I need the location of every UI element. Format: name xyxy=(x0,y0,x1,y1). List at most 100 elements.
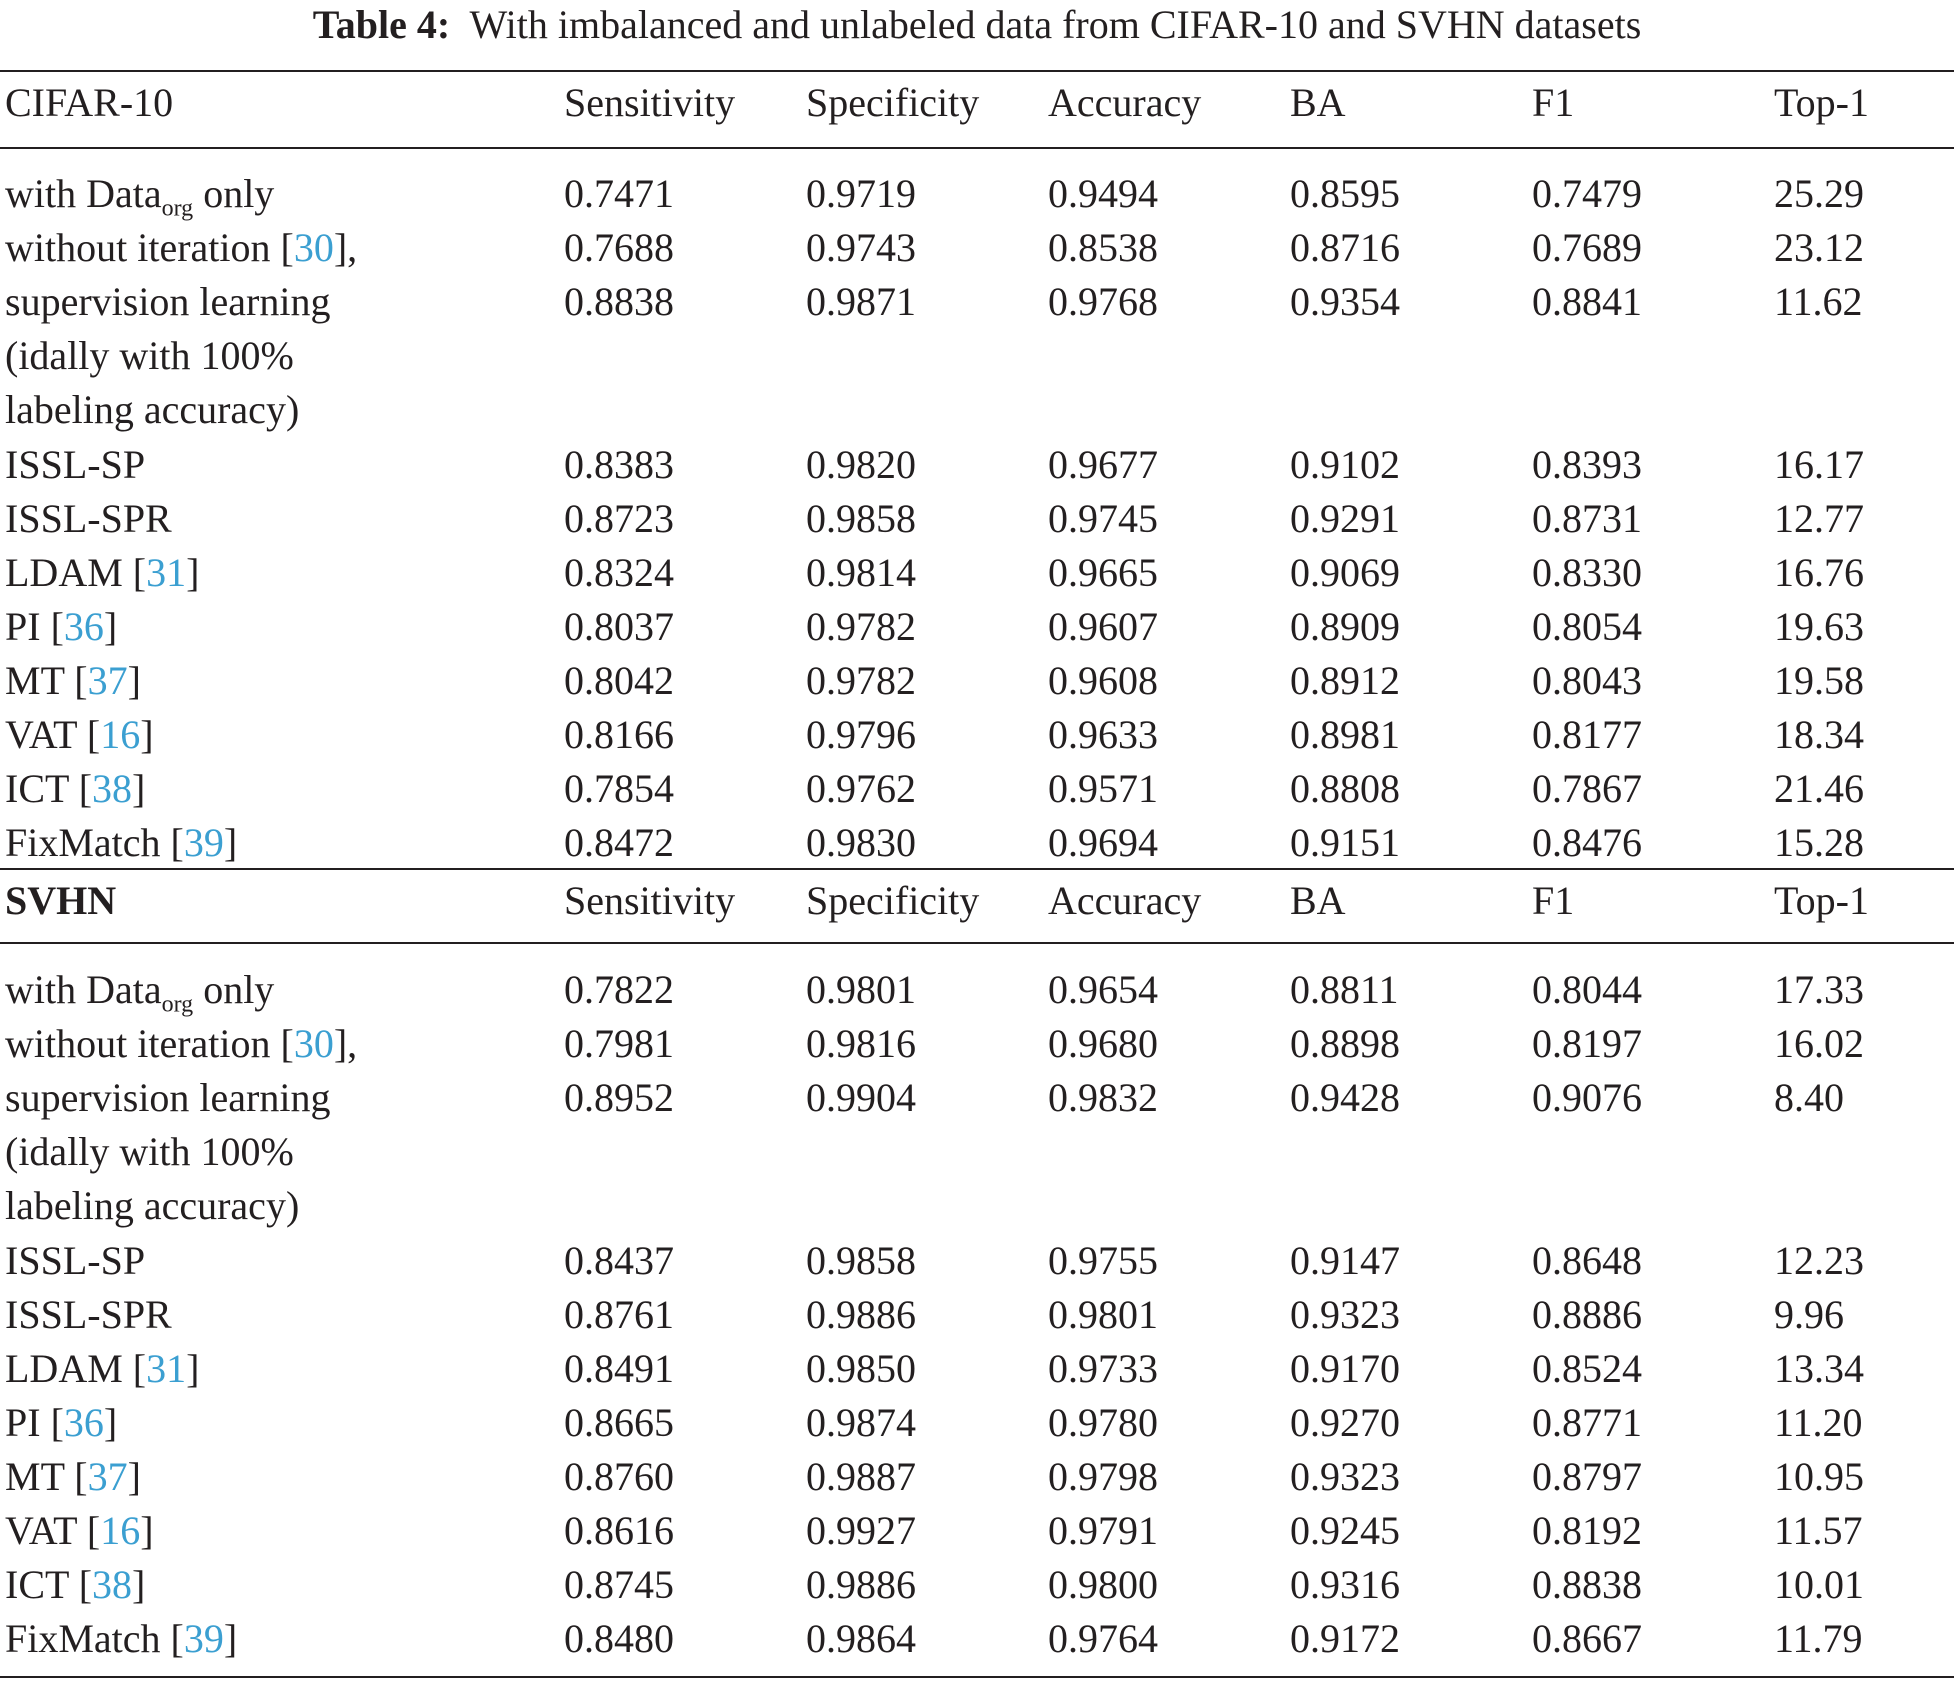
metric-value: 0.7688 xyxy=(564,225,674,271)
citation-link[interactable]: 16 xyxy=(100,1508,141,1553)
metric-value: 15.28 xyxy=(1774,820,1864,866)
metric-value: 0.8665 xyxy=(564,1399,674,1445)
row-label-suffix: ] xyxy=(103,603,118,649)
citation-link[interactable]: 31 xyxy=(146,549,187,595)
row-label: MT [37] xyxy=(5,1450,141,1504)
citation-link[interactable]: 30 xyxy=(293,225,334,271)
metric-value: 0.8811 xyxy=(1290,967,1399,1012)
metric-value: 8.40 xyxy=(1774,1075,1844,1121)
citation-link[interactable]: 39 xyxy=(183,820,224,866)
metric-value: 0.9832 xyxy=(1048,1075,1158,1121)
citation-link[interactable]: 16 xyxy=(100,712,141,757)
row-label-suffix: ], xyxy=(333,1021,358,1067)
row-label-suffix: ] xyxy=(223,820,238,866)
metric-value: 0.9820 xyxy=(806,441,916,487)
metric-value: 19.63 xyxy=(1774,603,1864,649)
metric-value: 0.8808 xyxy=(1290,766,1400,812)
table-row: VAT [16] 0.8166 0.9796 0.9633 0.8981 0.8177 18… xyxy=(0,708,1954,762)
metric-value: 0.9858 xyxy=(806,495,916,541)
metric-value: 0.9887 xyxy=(806,1453,916,1499)
metric-value: 0.8043 xyxy=(1532,657,1642,703)
metric-value: 11.20 xyxy=(1774,1399,1863,1445)
table-row: (idally with 100% xyxy=(0,1125,1954,1179)
citation-link[interactable]: 31 xyxy=(146,1345,187,1391)
row-label-text: PI [ xyxy=(5,1399,64,1445)
row-label: VAT [16] xyxy=(5,708,154,762)
citation-link[interactable]: 37 xyxy=(87,1453,128,1499)
column-header: Sensitivity xyxy=(564,80,736,125)
metric-value: 17.33 xyxy=(1774,967,1864,1012)
metric-value: 0.7867 xyxy=(1532,766,1642,812)
row-label: with Dataorg only xyxy=(5,963,274,1017)
section-title: SVHN xyxy=(5,878,117,923)
metric-value: 0.9571 xyxy=(1048,766,1158,812)
metric-value: 12.23 xyxy=(1774,1237,1864,1283)
metric-value: 0.8480 xyxy=(564,1616,674,1662)
metric-value: 0.9904 xyxy=(806,1075,916,1121)
table-row: LDAM [31] 0.8491 0.9850 0.9733 0.9170 0.8524 1… xyxy=(0,1342,1954,1396)
row-label-suffix: ] xyxy=(140,712,154,757)
row-label-text: labeling accuracy) xyxy=(5,1183,300,1229)
column-header: F1 xyxy=(1532,878,1575,923)
metric-value: 0.9147 xyxy=(1290,1237,1400,1283)
row-label-suffix: ] xyxy=(186,1345,200,1391)
metric-value: 0.8037 xyxy=(564,603,674,649)
citation-link[interactable]: 39 xyxy=(183,1616,224,1662)
metric-value: 0.8524 xyxy=(1532,1345,1642,1391)
metric-value: 0.9654 xyxy=(1048,967,1158,1012)
metric-value: 21.46 xyxy=(1774,766,1864,812)
row-label: with Dataorg only xyxy=(5,167,274,221)
metric-value: 0.9791 xyxy=(1048,1508,1158,1553)
metric-value: 0.9886 xyxy=(806,1291,916,1337)
row-label: VAT [16] xyxy=(5,1504,154,1558)
metric-value: 0.9069 xyxy=(1290,549,1400,595)
rule-section-1-0 xyxy=(0,942,1954,944)
row-label: (idally with 100% xyxy=(5,1125,294,1179)
row-label-suffix: ] xyxy=(132,766,146,812)
citation-link[interactable]: 38 xyxy=(92,1562,133,1608)
metric-value: 0.7981 xyxy=(564,1021,674,1067)
row-label-subscript: org xyxy=(161,991,194,1018)
metric-value: 23.12 xyxy=(1774,225,1864,271)
citation-link[interactable]: 38 xyxy=(92,766,133,812)
metric-value: 9.96 xyxy=(1774,1291,1844,1337)
metric-value: 0.8616 xyxy=(564,1508,674,1553)
metric-value: 0.9782 xyxy=(806,603,916,649)
row-label: without iteration [30], xyxy=(5,1017,357,1071)
table-row: supervision learning 0.8952 0.9904 0.9832 0.… xyxy=(0,1071,1954,1125)
row-label-text: (idally with 100% xyxy=(5,1129,294,1175)
metric-value: 0.7689 xyxy=(1532,225,1642,271)
row-label: LDAM [31] xyxy=(5,1342,199,1396)
table-row: ISSL-SP 0.8437 0.9858 0.9755 0.9147 0.8648 12.… xyxy=(0,1234,1954,1288)
row-label-text: (idally with 100% xyxy=(5,333,294,379)
metric-value: 0.8841 xyxy=(1532,279,1642,325)
citation-link[interactable]: 36 xyxy=(63,1399,104,1445)
row-label: (idally with 100% xyxy=(5,329,294,383)
rule-section-0-0 xyxy=(0,70,1954,72)
citation-link[interactable]: 36 xyxy=(63,603,104,649)
metric-value: 0.8667 xyxy=(1532,1616,1642,1662)
citation-link[interactable]: 30 xyxy=(293,1021,334,1067)
citation-link[interactable]: 37 xyxy=(87,657,128,703)
table-row: MT [37] 0.8760 0.9887 0.9798 0.9323 0.8797 10.… xyxy=(0,1450,1954,1504)
row-label: labeling accuracy) xyxy=(5,1179,299,1233)
column-header: Accuracy xyxy=(1048,80,1202,125)
metric-value: 0.9694 xyxy=(1048,820,1158,866)
metric-value: 25.29 xyxy=(1774,171,1864,216)
metric-value: 0.9864 xyxy=(806,1616,916,1662)
row-label: MT [37] xyxy=(5,654,141,708)
table-row: FixMatch [39] 0.8480 0.9864 0.9764 0.9172 0.8… xyxy=(0,1612,1954,1666)
row-label: ISSL-SP xyxy=(5,1234,145,1288)
metric-value: 0.9608 xyxy=(1048,657,1158,703)
table-row: labeling accuracy) xyxy=(0,1179,1954,1233)
row-label-suffix: ] xyxy=(186,549,200,595)
metric-value: 0.8952 xyxy=(564,1075,674,1121)
metric-value: 0.8054 xyxy=(1532,603,1642,649)
metric-value: 0.9607 xyxy=(1048,603,1158,649)
metric-value: 0.9830 xyxy=(806,820,916,866)
metric-value: 0.9151 xyxy=(1290,820,1400,866)
table-row: without iteration [30], 0.7981 0.9816 0.968… xyxy=(0,1017,1954,1071)
table-row: ISSL-SP 0.8383 0.9820 0.9677 0.9102 0.8393 16.… xyxy=(0,438,1954,492)
table-row: (idally with 100% xyxy=(0,329,1954,383)
metric-value: 0.9800 xyxy=(1048,1562,1158,1608)
